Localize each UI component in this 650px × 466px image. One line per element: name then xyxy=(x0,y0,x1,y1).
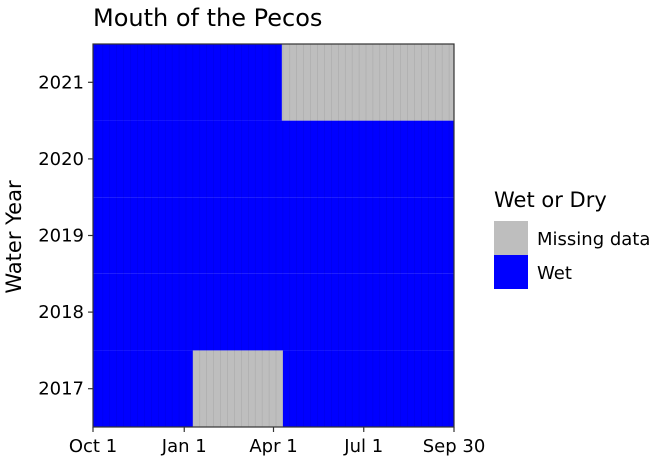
y-axis: 2017 2018 2019 2020 2021 xyxy=(38,72,93,400)
chart-title: Mouth of the Pecos xyxy=(93,4,322,32)
y-tick-label: 2019 xyxy=(38,226,84,247)
heatmap-cell xyxy=(93,273,454,351)
y-tick-label: 2017 xyxy=(38,379,84,400)
x-tick-label: Sep 30 xyxy=(423,436,486,457)
heatmap-cell xyxy=(93,120,454,198)
y-tick-label: 2018 xyxy=(38,302,84,323)
legend-title: Wet or Dry xyxy=(494,188,607,212)
heatmap-cell xyxy=(282,350,454,427)
legend: Wet or Dry Missing data Wet xyxy=(494,188,650,289)
heatmap-cell xyxy=(281,44,454,121)
legend-swatch xyxy=(494,255,528,289)
x-tick-label: Jul 1 xyxy=(343,436,383,457)
y-tick-label: 2021 xyxy=(38,72,84,93)
x-tick-label: Oct 1 xyxy=(69,436,117,457)
legend-swatch xyxy=(494,221,528,255)
heatmap-cell xyxy=(93,350,193,427)
heatmap-cell xyxy=(93,197,454,274)
y-tick-label: 2020 xyxy=(38,149,84,170)
legend-label: Missing data xyxy=(537,229,650,250)
x-tick-label: Apr 1 xyxy=(249,436,297,457)
plot-area xyxy=(92,43,455,428)
heatmap-cell xyxy=(93,44,282,121)
y-axis-title: Water Year xyxy=(2,180,26,294)
x-tick-label: Jan 1 xyxy=(161,436,207,457)
heatmap-cell xyxy=(192,350,283,427)
x-axis: Oct 1 Jan 1 Apr 1 Jul 1 Sep 30 xyxy=(69,427,485,457)
legend-label: Wet xyxy=(537,263,572,284)
cell-texture xyxy=(95,44,450,427)
